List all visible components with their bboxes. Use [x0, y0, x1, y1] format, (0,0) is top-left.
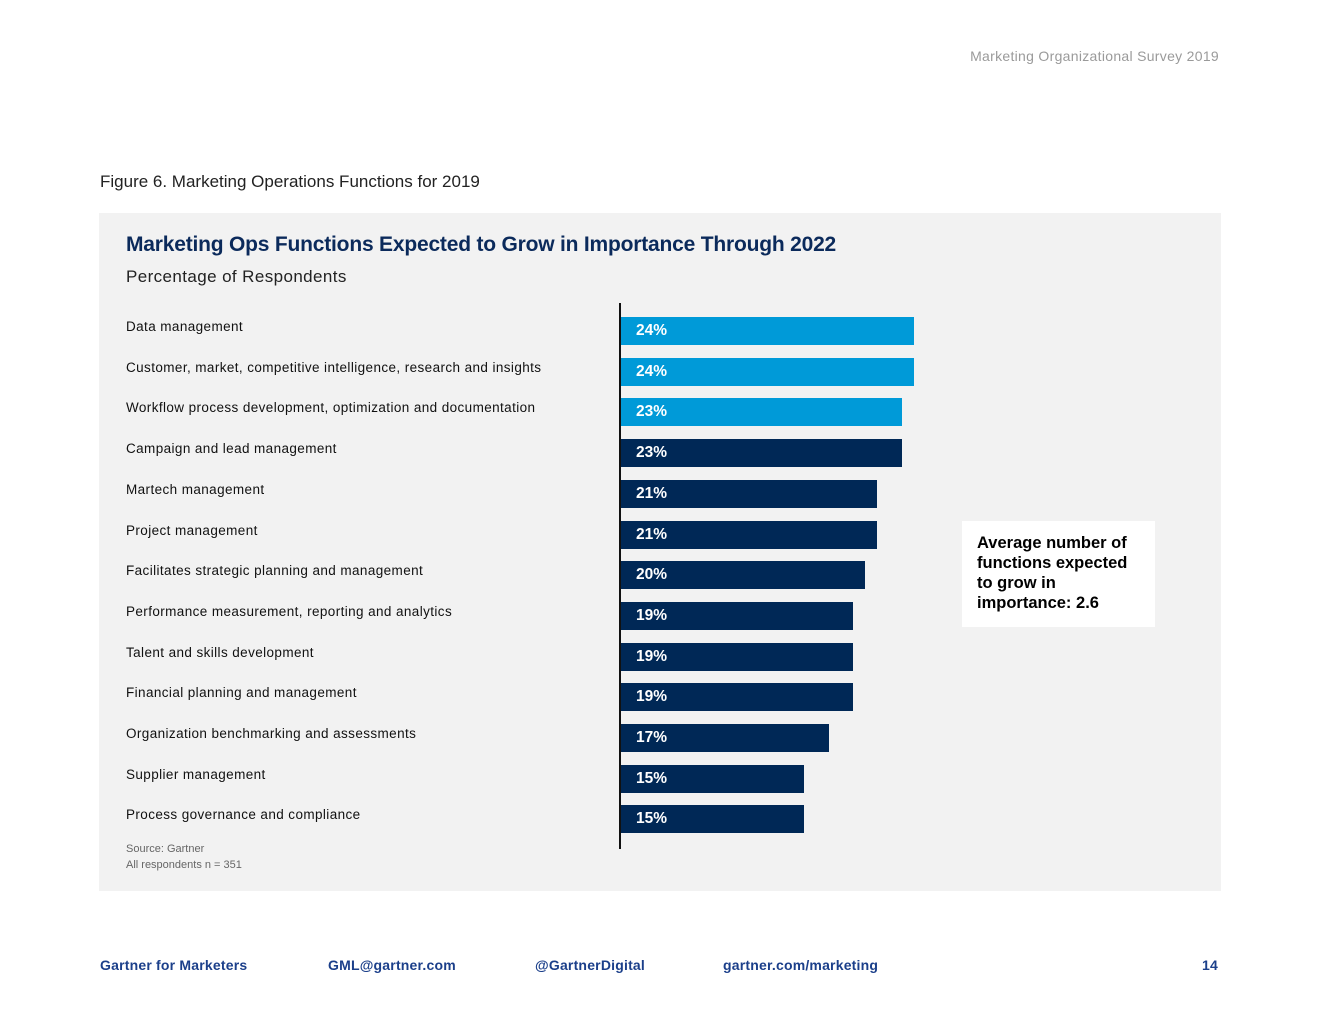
- callout-text: Average number of functions expected to …: [977, 534, 1128, 612]
- callout-box: Average number of functions expected to …: [962, 521, 1155, 627]
- bar-value-label: 19%: [636, 606, 668, 624]
- category-label: Project management: [126, 522, 258, 538]
- source-note: Source: Gartner All respondents n = 351: [126, 841, 242, 873]
- bar-value-label: 19%: [636, 688, 668, 706]
- category-label: Performance measurement, reporting and a…: [126, 603, 453, 619]
- chart-subtitle: Percentage of Respondents: [126, 267, 347, 286]
- bar: [621, 601, 853, 630]
- value-axis-line: [619, 303, 621, 849]
- footer-brand: Gartner for Marketers: [100, 957, 248, 973]
- bar: [621, 805, 805, 834]
- category-label: Facilitates strategic planning and manag…: [126, 563, 424, 579]
- bar: [621, 561, 866, 590]
- page-number: 14: [1202, 957, 1218, 973]
- bar: [621, 479, 878, 508]
- bar: [621, 357, 914, 386]
- footer-social-handle-link[interactable]: @GartnerDigital: [535, 957, 646, 973]
- category-label: Talent and skills development: [126, 644, 314, 660]
- bar-value-label: 21%: [636, 525, 668, 543]
- bar-value-label: 17%: [636, 729, 668, 746]
- bar-value-label: 19%: [636, 647, 668, 665]
- running-header: Marketing Organizational Survey 2019: [970, 48, 1219, 64]
- category-label: Data management: [126, 319, 244, 334]
- bar-value-label: 24%: [636, 362, 668, 380]
- bar: [621, 764, 805, 793]
- chart-title: Marketing Ops Functions Expected to Grow…: [126, 233, 837, 256]
- bar: [621, 683, 853, 712]
- bar-value-label: 23%: [636, 444, 668, 462]
- figure-caption: Figure 6. Marketing Operations Functions…: [100, 172, 480, 191]
- bar: [621, 439, 902, 468]
- source-line: Source: Gartner: [126, 843, 205, 855]
- category-label: Martech management: [126, 481, 265, 497]
- category-label: Financial planning and management: [126, 685, 357, 701]
- bar-value-label: 15%: [636, 769, 668, 787]
- category-label: Workflow process development, optimizati…: [126, 400, 536, 416]
- category-label: Process governance and compliance: [126, 807, 361, 823]
- bar-value-label: 23%: [636, 403, 668, 421]
- bar: [621, 520, 878, 549]
- bar-value-label: 21%: [636, 484, 668, 502]
- bar-value-label: 15%: [636, 810, 668, 828]
- category-label: Customer, market, competitive intelligen…: [126, 359, 542, 375]
- category-label: Supplier management: [126, 766, 266, 782]
- bar-value-label: 20%: [636, 566, 668, 584]
- chart-panel: Marketing Ops Functions Expected to Grow…: [99, 213, 1221, 891]
- sample-size-line: All respondents n = 351: [126, 859, 242, 871]
- footer-email-link[interactable]: GML@gartner.com: [328, 957, 456, 973]
- category-label: Campaign and lead management: [126, 441, 337, 457]
- footer-website-link[interactable]: gartner.com/marketing: [723, 957, 879, 973]
- bar-value-label: 24%: [636, 322, 668, 339]
- bar: [621, 398, 902, 427]
- bar: [621, 317, 914, 345]
- category-label: Organization benchmarking and assessment…: [126, 726, 417, 741]
- bar: [621, 724, 829, 752]
- bar: [621, 642, 853, 671]
